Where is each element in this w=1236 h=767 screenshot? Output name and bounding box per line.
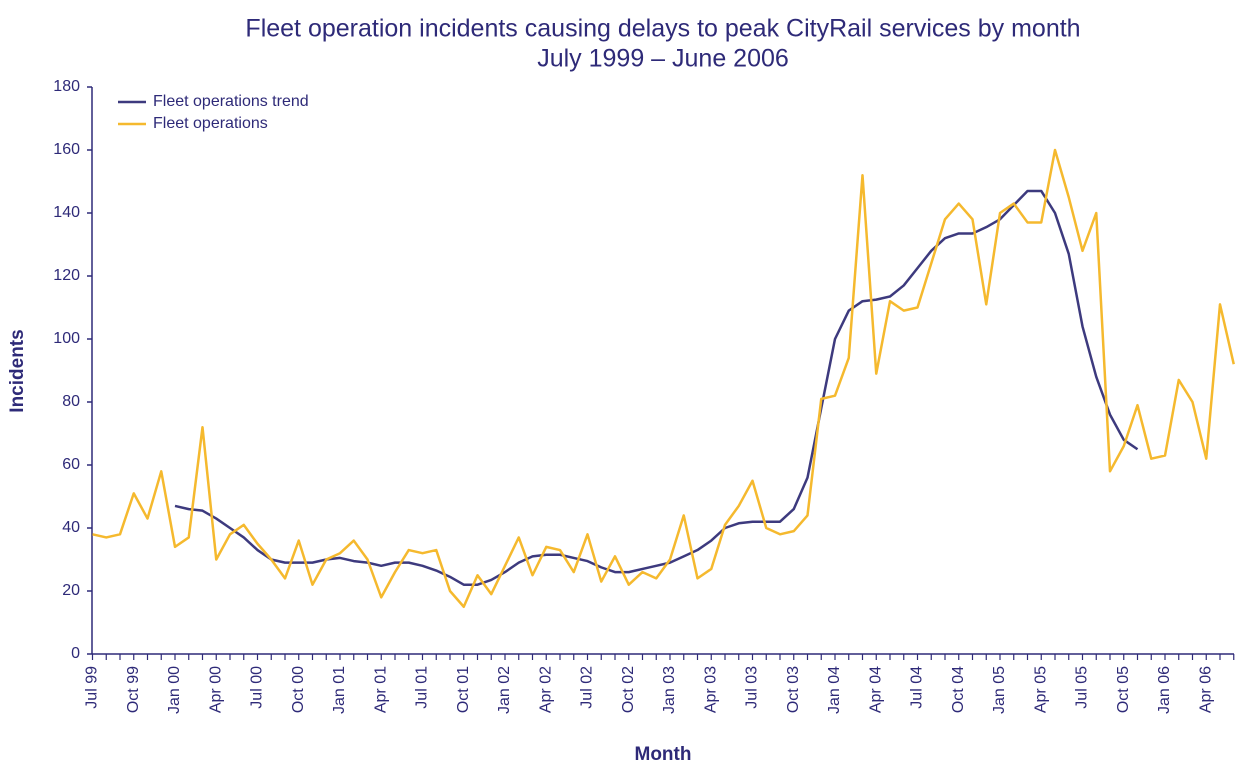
x-tick-label: Jul 99 [84,666,101,709]
x-tick-label: Jan 05 [991,666,1008,714]
data-line [174,189,1139,586]
x-tick-label: Jan 02 [496,666,513,714]
y-tick-label: 180 [53,78,80,95]
x-tick-label: Jul 05 [1074,666,1091,709]
x-tick-label: Jan 06 [1156,666,1173,714]
x-tick-label: Apr 01 [372,666,389,713]
x-tick-label: Jan 00 [166,666,183,714]
y-tick-label: 60 [62,456,80,473]
x-tick-label: Oct 01 [455,666,472,713]
x-tick-label: Oct 02 [620,666,637,713]
y-tick-label: 0 [71,645,80,662]
legend-label: Fleet operations [153,115,268,132]
y-tick-label: 80 [62,393,80,410]
chart-title: Fleet operation incidents causing delays… [245,15,1080,43]
x-tick-label: Jul 00 [249,666,266,709]
x-tick-label: Jul 02 [579,666,596,709]
y-axis-label: Incidents [7,329,28,412]
x-tick-label: Oct 05 [1115,666,1132,713]
x-tick-label: Apr 02 [537,666,554,713]
x-tick-label: Jan 04 [826,666,843,714]
chart-subtitle: July 1999 – June 2006 [537,45,789,73]
x-tick-label: Jan 03 [661,666,678,714]
x-tick-label: Oct 99 [125,666,142,713]
x-tick-label: Oct 03 [785,666,802,713]
legend-label: Fleet operations trend [153,93,309,110]
x-tick-label: Apr 03 [702,666,719,713]
y-tick-label: 20 [62,582,80,599]
y-tick-label: 120 [53,267,80,284]
x-tick-label: Apr 00 [207,666,224,713]
x-tick-label: Jul 03 [744,666,761,709]
x-axis-label: Month [635,744,692,765]
x-tick-label: Apr 05 [1032,666,1049,713]
x-tick-label: Jul 01 [414,666,431,709]
y-tick-label: 140 [53,204,80,221]
x-tick-label: Jul 04 [909,666,926,709]
y-tick-label: 40 [62,519,80,536]
x-tick-label: Oct 04 [950,666,967,713]
y-tick-label: 160 [53,141,80,158]
x-tick-label: Apr 06 [1197,666,1214,713]
y-tick-label: 100 [53,330,80,347]
data-line [92,148,1235,608]
x-tick-label: Apr 04 [867,666,884,713]
x-tick-label: Oct 00 [290,666,307,713]
x-tick-label: Jan 01 [331,666,348,714]
